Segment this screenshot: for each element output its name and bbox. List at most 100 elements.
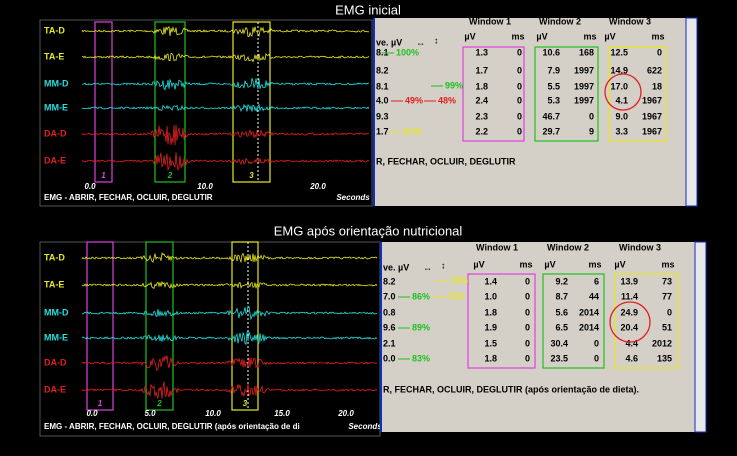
cell-value: 0 [517,65,522,75]
cell-value: 1.8 [484,307,497,317]
channel-label: MM-E [44,332,68,342]
window-marker [232,21,271,183]
level-value: 9.6 [383,322,396,332]
window-box [608,46,667,142]
cell-value: 135 [657,353,672,363]
cell-value: 13.9 [620,276,638,286]
cell-value: 2.4 [475,95,488,105]
highlight-circle [609,301,651,343]
level-header: ve. µV [376,37,402,47]
channel-label: DA-D [44,128,67,138]
cell-value: 51 [662,322,672,332]
column-header: ms [583,31,596,41]
level-value: 7.0 [383,291,396,301]
panel-title: EMG inicial [335,2,401,17]
cell-value: 4.6 [625,353,638,363]
channel-label: MM-D [44,78,69,88]
emg-signal [81,305,378,321]
emg-signal [81,280,378,289]
cell-value: 4.4 [625,338,638,348]
column-header: µV [604,31,615,41]
cell-value: 0 [525,338,530,348]
cell-value: 14.9 [610,65,628,75]
cell-value: 1967 [642,95,662,105]
cell-value: 44 [589,291,599,301]
percent-label: 73% [447,291,465,301]
caption: R, FECHAR, OCLUIR, DEGLUTIR [376,156,516,166]
cell-value: 30.4 [550,338,568,348]
percent-label: 49% [405,95,423,105]
window-marker [94,21,113,183]
panel-title: EMG após orientação nutricional [274,223,463,238]
cell-value: 1967 [642,126,662,136]
cell-value: 0 [594,338,599,348]
cell-value: 1.9 [484,322,497,332]
channel-label: MM-E [44,102,68,112]
arrow-icon: ↕ [441,260,446,270]
cell-value: 6 [594,276,599,286]
cell-value: 0 [525,353,530,363]
window-number: 1 [98,399,103,408]
cell-value: 24.9 [620,307,638,317]
window-box [534,46,599,142]
cell-value: 0 [667,307,672,317]
time-label: 20.0 [309,182,326,191]
cell-value: 1967 [642,111,662,121]
cell-value: 1.4 [484,276,497,286]
emg-signal [81,152,370,172]
arrow-icon: ↔ [423,262,432,272]
window-number: 3 [243,399,248,408]
emg-signal [81,251,378,264]
window-number: 2 [167,171,173,180]
column-header: µV [464,31,475,41]
seconds-label: Seconds [348,422,382,431]
window-header: Window 2 [539,16,581,26]
channel-label: MM-D [44,307,69,317]
scrollbar [685,17,698,207]
cell-value: 1997 [574,81,594,91]
cell-value: 46.7 [542,111,560,121]
cell-value: 0 [517,95,522,105]
cell-value: 0 [657,47,662,57]
column-header: µV [544,259,555,269]
percent-label: 83% [412,353,430,363]
cell-value: 1997 [574,95,594,105]
window-header: Window 2 [547,242,589,252]
cell-value: 29.7 [542,126,560,136]
emg-signal [81,331,378,346]
level-value: 2.1 [383,338,396,348]
cell-value: 9.2 [555,276,568,286]
window-header: Window 3 [619,242,661,252]
time-label: 0.0 [84,182,96,191]
time-label: 5.0 [144,409,156,418]
cell-value: 2.2 [475,126,488,136]
time-label: 20.0 [337,409,354,418]
cell-value: 77 [662,291,672,301]
level-value: 0.8 [383,307,396,317]
cell-value: 5.3 [547,95,560,105]
window-box [614,273,679,369]
channel-label: DA-E [44,384,66,394]
cell-value: 3.3 [615,126,628,136]
column-header: ms [519,259,532,269]
emg-signal [81,25,370,38]
time-label: 15.0 [274,409,290,418]
status-text: EMG - ABRIR, FECHAR, OCLUIR, DEGLUTIR (a… [44,422,300,431]
level-value: 8.2 [376,65,389,75]
cell-value: 73 [662,276,672,286]
percent-label: 99% [445,80,463,90]
window-box [467,273,536,369]
channel-label: TA-E [44,279,64,289]
level-value: 8.1 [376,47,389,57]
emg-display [39,241,381,437]
level-value: 9.3 [376,111,389,121]
cell-value: 1997 [574,65,594,75]
seconds-label: Seconds [336,193,370,202]
window-marker [231,241,259,411]
status-text: EMG - ABRIR, FECHAR, OCLUIR, DEGLUTIR [44,193,213,202]
percent-label: 48% [438,95,456,105]
arrow-icon: ↕ [434,35,439,45]
percent-label: 76% [450,275,468,285]
scrollbar [694,241,707,433]
